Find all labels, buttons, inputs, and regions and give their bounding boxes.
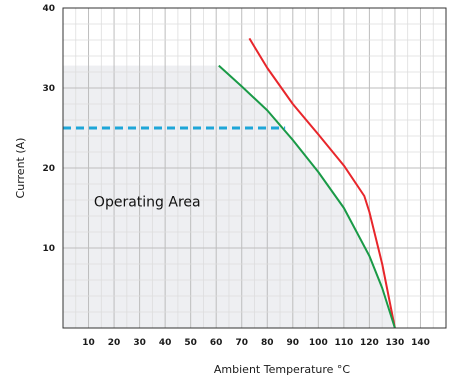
x-tick-label: 80 bbox=[261, 338, 274, 348]
x-tick-label: 60 bbox=[210, 338, 223, 348]
y-tick-label: 20 bbox=[42, 164, 55, 174]
x-tick-label: 20 bbox=[108, 338, 121, 348]
y-axis-title: Current (A) bbox=[14, 138, 27, 199]
y-tick-label: 10 bbox=[42, 244, 55, 254]
x-tick-label: 120 bbox=[360, 338, 379, 348]
x-tick-label: 130 bbox=[386, 338, 405, 348]
y-tick-label: 30 bbox=[42, 84, 55, 94]
operating-area-label: Operating Area bbox=[94, 194, 201, 210]
x-axis-title: Ambient Temperature °C bbox=[214, 363, 351, 376]
x-tick-label: 140 bbox=[411, 338, 430, 348]
x-tick-label: 30 bbox=[133, 338, 146, 348]
green-curve bbox=[218, 64, 396, 329]
x-tick-label: 90 bbox=[287, 338, 300, 348]
plot-frame bbox=[62, 7, 447, 329]
x-tick-label: 50 bbox=[184, 338, 197, 348]
x-tick-label: 110 bbox=[334, 338, 353, 348]
red-curve bbox=[248, 37, 396, 329]
x-tick-label: 40 bbox=[159, 338, 172, 348]
x-tick-label: 10 bbox=[82, 338, 95, 348]
y-tick-label: 40 bbox=[42, 4, 55, 14]
x-tick-label: 70 bbox=[235, 338, 248, 348]
x-tick-label: 100 bbox=[309, 338, 328, 348]
